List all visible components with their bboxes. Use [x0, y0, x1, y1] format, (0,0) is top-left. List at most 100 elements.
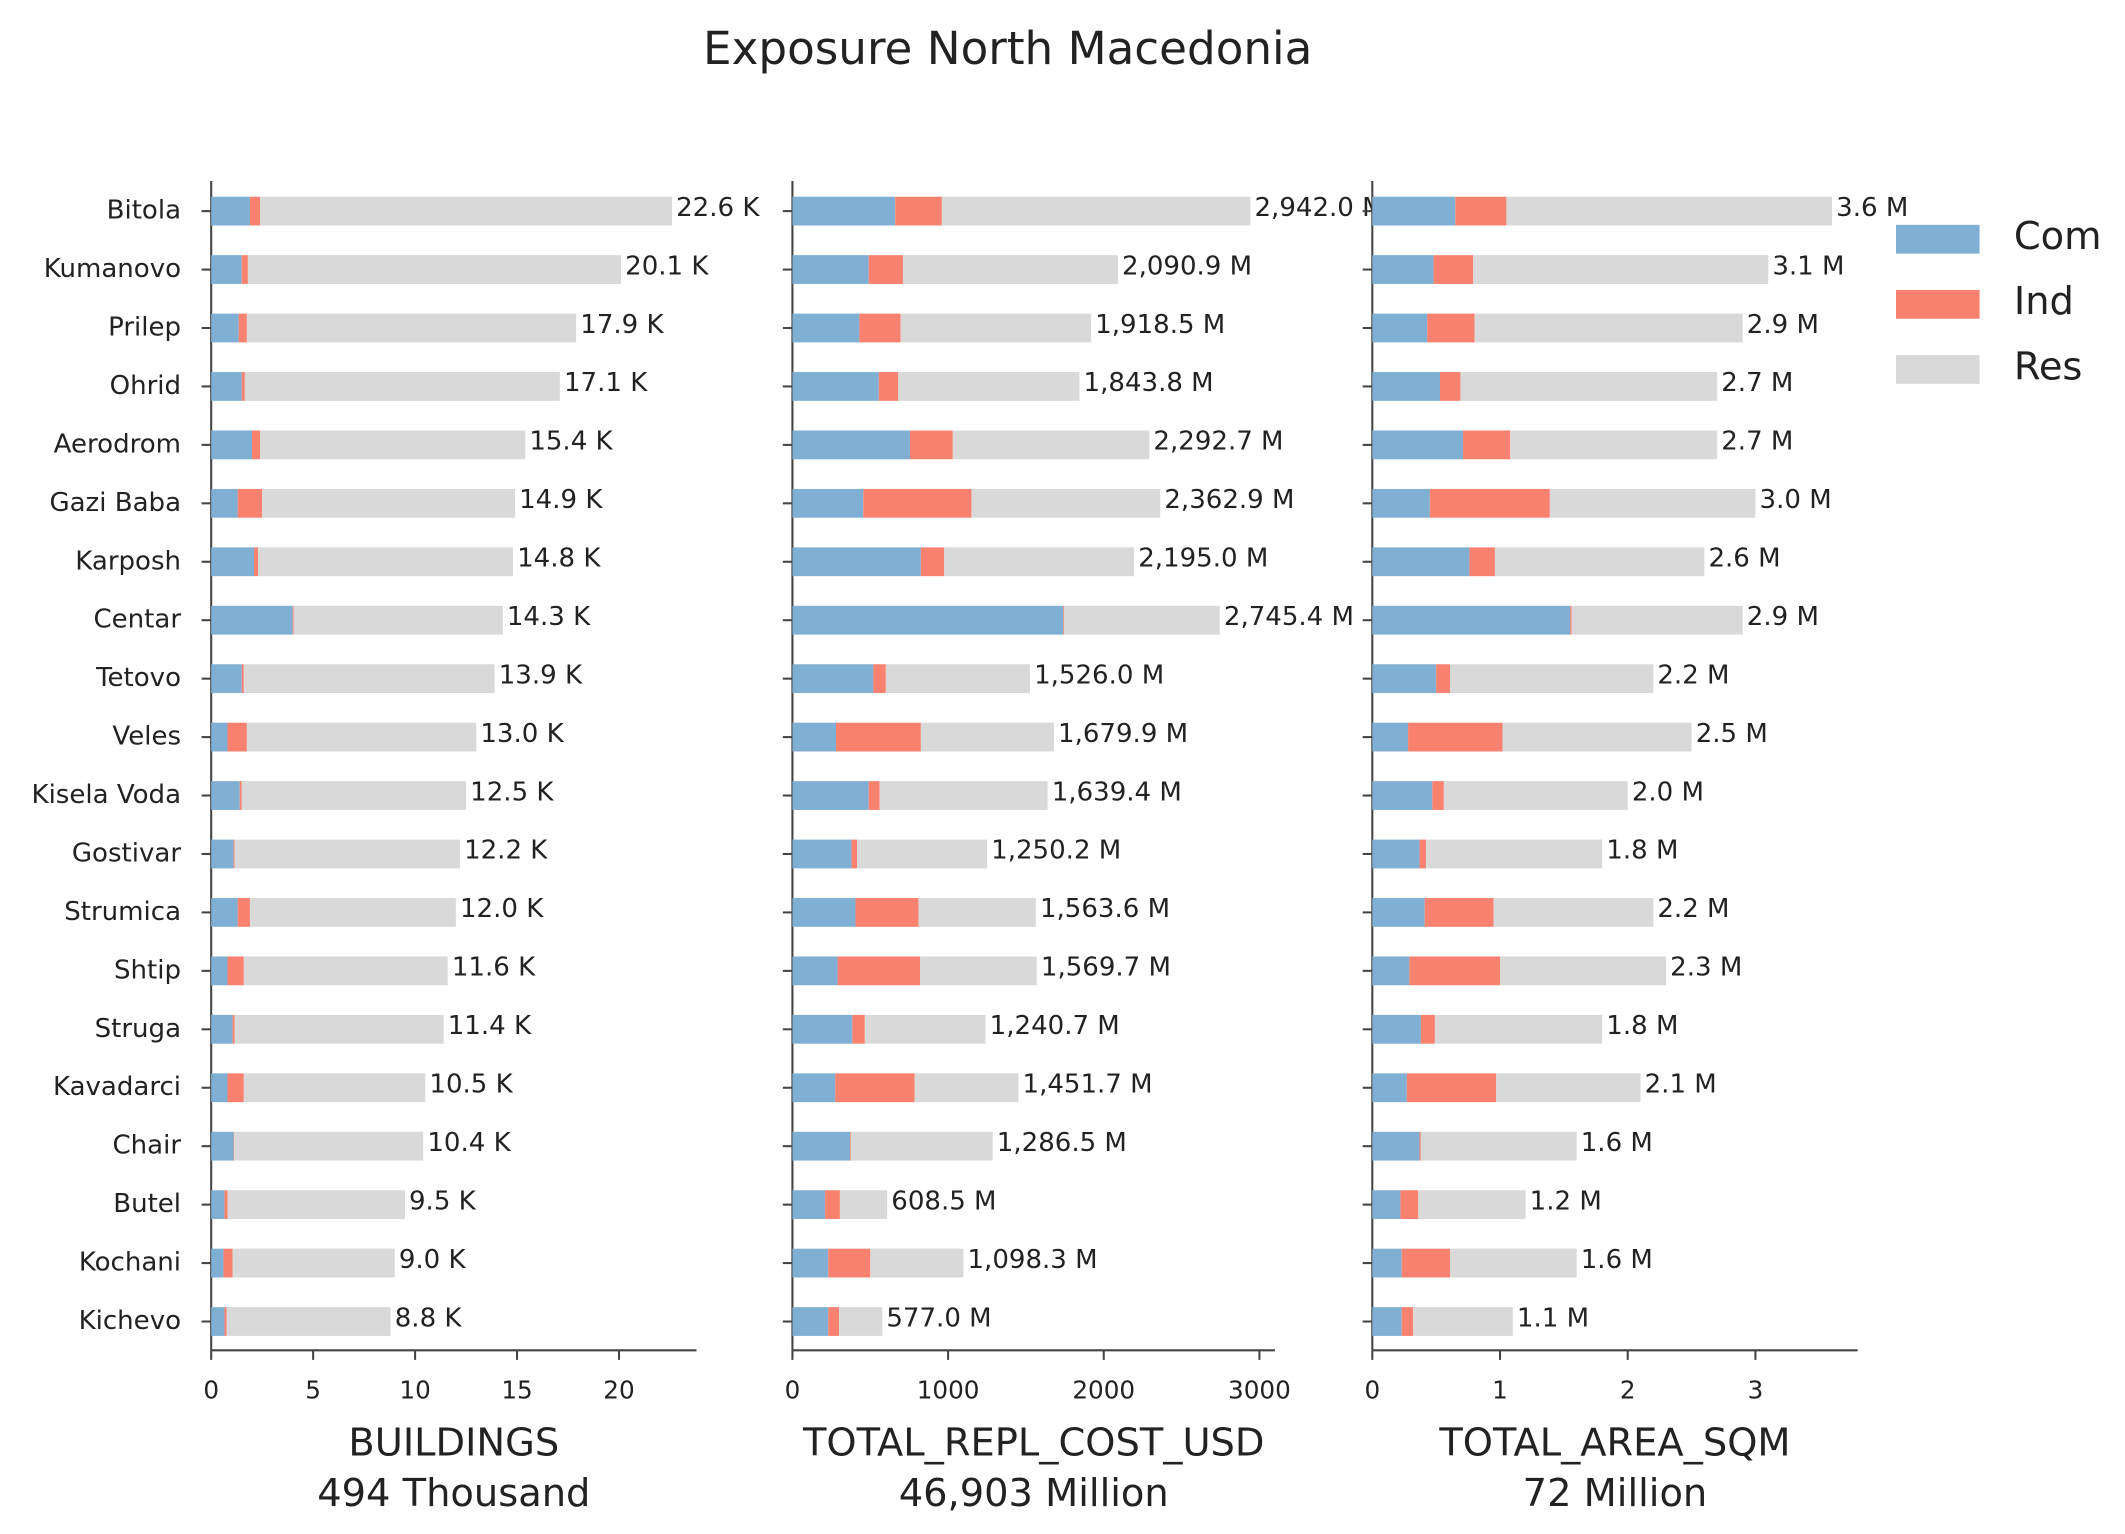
total-label: 2,090.9 M — [1122, 251, 1252, 281]
legend-label: Res — [2014, 344, 2083, 389]
total-label: 12.2 K — [464, 836, 548, 866]
y-tick-label: Tetovo — [95, 663, 181, 693]
bar-segment — [258, 547, 513, 577]
legend-label: Ind — [2014, 279, 2074, 324]
total-label: 608.5 M — [891, 1186, 996, 1216]
y-tick-label: Chair — [112, 1131, 181, 1161]
bar-segment — [900, 313, 1092, 343]
bar-segment — [1549, 488, 1756, 518]
bar-segment — [1450, 1248, 1577, 1278]
total-label: 14.8 K — [517, 544, 601, 574]
bar-segment — [1372, 605, 1571, 635]
bar-segment — [211, 664, 242, 694]
bar-segment — [971, 488, 1161, 518]
y-tick-label: Shtip — [114, 955, 181, 985]
bar-segment — [211, 488, 238, 518]
bar-segment — [1433, 255, 1474, 284]
total-label: 22.6 K — [676, 193, 760, 223]
y-tick-label: Bitola — [107, 196, 181, 226]
y-tick-label: Butel — [113, 1189, 181, 1219]
y-tick-label: Struga — [95, 1014, 181, 1044]
y-tick-label: Karposh — [75, 546, 181, 576]
bar-segment — [1443, 781, 1628, 810]
total-label: 2.0 M — [1632, 777, 1704, 807]
bar-segment — [1473, 255, 1769, 284]
x-axis-note: 46,903 Million — [899, 1471, 1169, 1516]
bar-segment — [1372, 1248, 1402, 1278]
bar-segment — [864, 1014, 986, 1044]
bar-segment — [251, 430, 261, 460]
total-label: 1,286.5 M — [997, 1128, 1127, 1158]
bar-segment — [292, 605, 294, 635]
x-tick-label: 0 — [1364, 1375, 1380, 1404]
bar-segment — [868, 781, 880, 810]
bar-segment — [211, 956, 228, 986]
bar-segment — [227, 722, 247, 752]
bar-segment — [836, 722, 921, 752]
bar-segment — [828, 1248, 871, 1278]
bar-segment — [873, 664, 886, 694]
bar-segment — [1372, 781, 1433, 810]
bar-segment — [211, 839, 234, 869]
y-tick-label: Kisela Voda — [32, 780, 182, 810]
bar-segment — [211, 430, 252, 460]
legend-label: Com — [2014, 214, 2102, 259]
bar-segment — [233, 839, 235, 869]
bar-segment — [941, 196, 1251, 226]
bar-segment — [792, 722, 837, 752]
bar-segment — [247, 255, 622, 284]
bar-segment — [1372, 722, 1409, 752]
bar-segment — [246, 722, 477, 752]
bar-segment — [1372, 196, 1456, 226]
x-tick-label: 5 — [305, 1375, 321, 1404]
legend-swatch — [1895, 224, 1980, 254]
total-label: 2,195.0 M — [1138, 544, 1268, 574]
total-label: 8.8 K — [395, 1303, 463, 1333]
bar-segment — [920, 547, 945, 577]
bar-segment — [792, 839, 852, 869]
bar-segment — [1409, 956, 1501, 986]
bar-segment — [851, 839, 858, 869]
x-tick-label: 1000 — [917, 1375, 980, 1404]
bar-segment — [1462, 430, 1511, 460]
bar-segment — [792, 1190, 826, 1220]
bar-segment — [254, 547, 259, 577]
legend-swatch — [1895, 289, 1980, 319]
bar-segment — [792, 488, 864, 518]
bar-segment — [792, 313, 860, 343]
y-tick-label: Centar — [93, 605, 181, 635]
bar-segment — [1450, 664, 1654, 694]
bar-segment — [224, 1307, 227, 1336]
total-label: 13.9 K — [499, 660, 583, 690]
bar-segment — [1425, 839, 1603, 869]
bar-segment — [211, 313, 239, 343]
bar-segment — [1413, 1307, 1513, 1336]
bar-segment — [1424, 898, 1494, 927]
total-label: 10.4 K — [427, 1128, 511, 1158]
bar-segment — [839, 1307, 883, 1336]
bar-segment — [226, 1307, 391, 1336]
bar-segment — [1372, 839, 1420, 869]
bar-segment — [920, 722, 1054, 752]
total-label: 2,362.9 M — [1164, 485, 1294, 515]
bar-segment — [1570, 605, 1572, 635]
bar-segment — [211, 1307, 225, 1336]
y-tick-label: Gostivar — [72, 838, 181, 868]
total-label: 1.1 M — [1517, 1303, 1589, 1333]
total-label: 14.3 K — [507, 602, 591, 632]
bar-segment — [260, 196, 673, 226]
bar-segment — [224, 1190, 228, 1220]
total-label: 2.5 M — [1696, 719, 1768, 749]
y-tick-label: Kichevo — [79, 1306, 181, 1336]
bar-segment — [1372, 1307, 1402, 1336]
bar-segment — [902, 255, 1118, 284]
bar-segment — [211, 1190, 225, 1220]
total-label: 1,843.8 M — [1084, 368, 1214, 398]
total-label: 3.0 M — [1760, 485, 1832, 515]
total-label: 1,240.7 M — [990, 1011, 1120, 1041]
bar-segment — [1460, 372, 1718, 401]
bar-segment — [1506, 196, 1833, 226]
bar-segment — [211, 722, 228, 752]
bar-segment — [211, 1073, 228, 1103]
x-axis-label: TOTAL_REPL_COST_USD — [802, 1420, 1265, 1465]
